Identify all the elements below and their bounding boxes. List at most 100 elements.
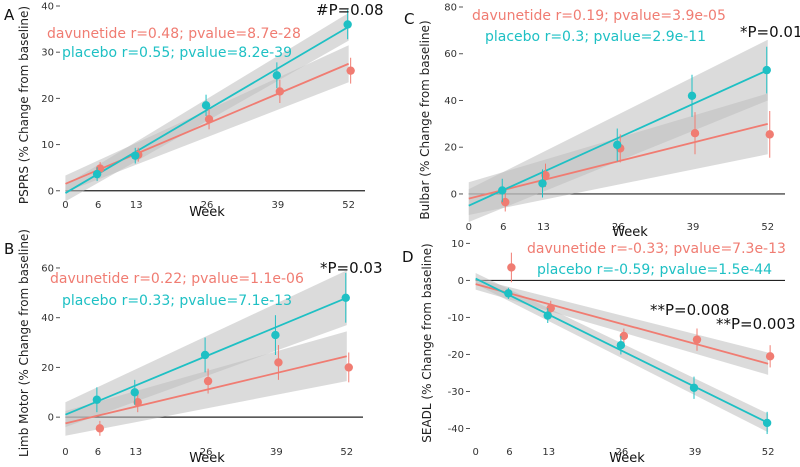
panel-a-x-tick-label: 13 xyxy=(130,200,143,211)
panel-c-davunetide-fit-line xyxy=(468,122,768,200)
panel-a-davunetide-point xyxy=(204,114,214,124)
panel-b-significance: *P=0.03 xyxy=(320,259,383,277)
panel-c-ylabel: Bulbar (% Change from baseline) xyxy=(418,20,432,219)
panel-d-x-tick-label: 0 xyxy=(472,447,478,458)
panel-c-x-tick-label: 0 xyxy=(466,222,472,233)
panel-d-davunetide-annotation: davunetide r=-0.33; pvalue=7.3e-13 xyxy=(527,241,786,257)
panel-c-x-tick-label: 39 xyxy=(687,222,700,233)
panel-c-y-tick-label: 40 xyxy=(444,96,457,107)
panel-c-placebo-point xyxy=(498,186,507,195)
panel-a-xlabel: Week xyxy=(189,205,225,220)
panel-a-y-tick-label: 40 xyxy=(41,2,54,13)
panel-d-davunetide-point xyxy=(692,335,702,344)
panel-c-davunetide-point xyxy=(690,128,700,138)
panel-d-significance-2: **P=0.003 xyxy=(716,315,796,333)
panel-a-ylabel: PSPRS (% Change from baseline) xyxy=(17,6,31,204)
panel-b-y-tick-label: 0 xyxy=(48,413,54,424)
panel-b-placebo-annotation: placebo r=0.33; pvalue=7.1e-13 xyxy=(62,293,292,309)
panel-d-x-tick-label: 39 xyxy=(689,447,702,458)
panel-c-x-tick-label: 52 xyxy=(761,222,774,233)
panel-b-x-tick-label: 13 xyxy=(129,447,142,458)
panel-a-davunetide-point xyxy=(275,87,285,96)
panel-d-ylabel: SEADL (% Change from baseline) xyxy=(420,243,434,443)
panel-a-placebo-point xyxy=(92,169,102,179)
panel-b-davunetide-point xyxy=(95,424,105,433)
panel-b-placebo-point xyxy=(341,293,350,302)
panel-d-y-tick-label: 10 xyxy=(451,239,464,250)
panel-c-placebo-point xyxy=(613,140,622,150)
panel-d-davunetide-band xyxy=(475,278,769,375)
panel-a-davunetide-fit-line xyxy=(65,62,350,185)
panel-a-davunetide-annotation: davunetide r=0.48; pvalue=8.7e-28 xyxy=(47,26,301,42)
panel-d-davunetide-point xyxy=(507,263,516,272)
panel-d-y-tick-label: 0 xyxy=(458,276,464,287)
panel-d-placebo-point xyxy=(616,341,626,350)
panel-d-y-tick-label: -10 xyxy=(448,313,464,324)
panel-b-x-tick-label: 0 xyxy=(62,447,68,458)
panel-d-placebo-point xyxy=(689,383,699,392)
panel-a-x-tick-label: 52 xyxy=(342,200,355,211)
panel-c-xlabel: Week xyxy=(612,225,648,240)
panel-b-x-tick-label: 39 xyxy=(270,447,283,458)
panel-a-x-tick-label: 0 xyxy=(62,200,68,211)
panel-d-placebo-fit-line xyxy=(475,277,769,424)
panel-d-davunetide-point xyxy=(765,352,775,361)
panel-a-y-tick-label: 10 xyxy=(41,140,54,151)
panel-a-x-tick-label: 26 xyxy=(201,200,214,211)
panel-b: 0 20 40 60 0 6 13 26 39 52 B Limb Motor (% Change … xyxy=(4,229,383,466)
panel-a-y-tick-label: 0 xyxy=(48,186,54,197)
panel-c-significance: *P=0.01 xyxy=(740,23,800,41)
panel-d-x-tick-label: 6 xyxy=(506,447,512,458)
panel-b-placebo-point xyxy=(92,395,102,404)
panel-a-placebo-point xyxy=(201,101,211,110)
panel-c-x-tick-label: 6 xyxy=(500,222,506,233)
panel-c-placebo-annotation: placebo r=0.3; pvalue=2.9e-11 xyxy=(485,29,706,45)
panel-b-placebo-band xyxy=(65,270,347,428)
panel-a: 0 10 20 30 40 0 6 13 26 39 52 A PSPRS (% Change fro… xyxy=(4,1,384,220)
panel-b-x-tick-label: 26 xyxy=(200,447,213,458)
panel-c-davunetide-point xyxy=(501,197,510,207)
panel-a-significance: #P=0.08 xyxy=(316,1,384,19)
panel-a-placebo-annotation: placebo r=0.55; pvalue=8.2e-39 xyxy=(62,45,292,61)
panel-d-y-tick-label: -40 xyxy=(448,424,464,435)
panel-d-y-tick-label: -20 xyxy=(448,350,464,361)
panel-a-placebo-point xyxy=(343,20,352,29)
panel-d-placebo-annotation: placebo r=-0.59; pvalue=1.5e-44 xyxy=(537,262,772,278)
panel-d-significance: **P=0.008 xyxy=(650,301,730,319)
panel-c-x-tick-label: 13 xyxy=(537,222,550,233)
panel-d-davunetide-point xyxy=(619,331,629,341)
panel-d-placebo-point xyxy=(543,311,552,320)
panel-d-davunetide-fit-line xyxy=(475,283,769,365)
panel-b-davunetide-point xyxy=(274,358,283,367)
panel-c-placebo-fit-line xyxy=(468,69,769,207)
panel-d-davunetide-point xyxy=(546,303,555,313)
panel-c-y-tick-label: 80 xyxy=(444,3,457,14)
panel-c-davunetide-point xyxy=(541,171,550,180)
panel-c-davunetide-point xyxy=(765,130,774,139)
panel-c: 0 20 40 60 80 0 6 13 26 39 52 C Bulbar (% Change fr… xyxy=(404,3,800,241)
panel-d-placebo-point xyxy=(504,289,513,298)
panel-b-xlabel: Week xyxy=(189,451,225,466)
panel-b-ylabel: Limb Motor (% Change from baseline) xyxy=(17,229,31,457)
panel-b-x-tick-label: 6 xyxy=(95,447,101,458)
panel-c-davunetide-annotation: davunetide r=0.19; pvalue=3.9e-05 xyxy=(472,8,726,24)
panel-b-davunetide-point xyxy=(133,398,142,407)
panel-b-davunetide-annotation: davunetide r=0.22; pvalue=1.1e-06 xyxy=(50,271,304,287)
panel-c-placebo-point xyxy=(687,91,697,101)
panel-a-label: A xyxy=(4,6,15,24)
panel-b-y-tick-label: 40 xyxy=(41,313,54,324)
panel-c-label: C xyxy=(404,10,414,28)
panel-c-y-tick-label: 60 xyxy=(444,49,457,60)
panel-b-placebo-point xyxy=(200,350,210,360)
panel-b-label: B xyxy=(4,240,14,258)
panel-a-placebo-point xyxy=(131,151,140,160)
panel-b-y-tick-label: 20 xyxy=(41,363,54,374)
panel-a-x-tick-label: 39 xyxy=(271,200,284,211)
panel-c-y-tick-label: 0 xyxy=(451,189,457,200)
panel-a-y-tick-label: 30 xyxy=(41,48,54,59)
panel-c-placebo-point xyxy=(762,65,771,75)
panel-b-davunetide-point xyxy=(203,376,213,386)
panel-d: -40 -30 -20 -10 0 10 0 6 13 26 39 52 D SEADL (% Chan… xyxy=(402,239,796,466)
panel-a-placebo-point xyxy=(272,71,282,80)
